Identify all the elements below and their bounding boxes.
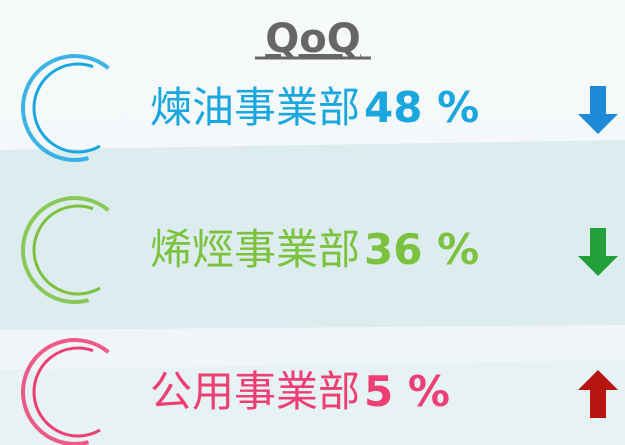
band [0,360,625,445]
item-name: 烯烴事業部 [150,225,360,274]
band [0,140,625,330]
ring-outer [21,338,110,445]
item-value: 36 % [364,225,479,274]
title: QoQ [265,16,361,62]
ring-outer [21,196,110,304]
item-value: 48 % [364,83,479,132]
trend-arrow [578,86,618,134]
item-name: 煉油事業部 [150,83,360,132]
ring-outer [21,54,110,162]
ring-inner [32,346,101,438]
item-text: 公用事業部5 % [150,367,450,416]
rows: 煉油事業部48 % 烯烴事業部36 % 公用事業部5 % [21,54,618,445]
item-text: 烯烴事業部36 % [150,225,479,274]
item-value: 5 % [364,367,450,416]
trend-arrow [578,370,618,418]
trend-arrow [578,228,618,276]
ring-inner [32,62,101,154]
item-name: 公用事業部 [150,367,360,416]
ring-inner [32,204,101,296]
item-text: 煉油事業部48 % [150,83,479,132]
